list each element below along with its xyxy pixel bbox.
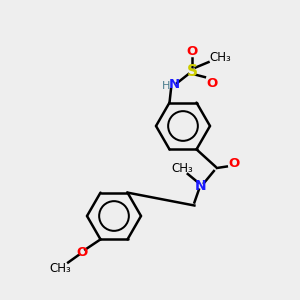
- Text: O: O: [206, 77, 218, 90]
- Text: CH₃: CH₃: [50, 262, 71, 275]
- Text: CH₃: CH₃: [171, 161, 193, 175]
- Text: O: O: [186, 44, 198, 58]
- Text: S: S: [187, 64, 197, 79]
- Text: N: N: [168, 78, 180, 91]
- Text: O: O: [228, 157, 240, 170]
- Text: H: H: [162, 81, 171, 91]
- Text: O: O: [76, 245, 87, 259]
- Text: CH₃: CH₃: [210, 51, 231, 64]
- Text: N: N: [195, 179, 206, 193]
